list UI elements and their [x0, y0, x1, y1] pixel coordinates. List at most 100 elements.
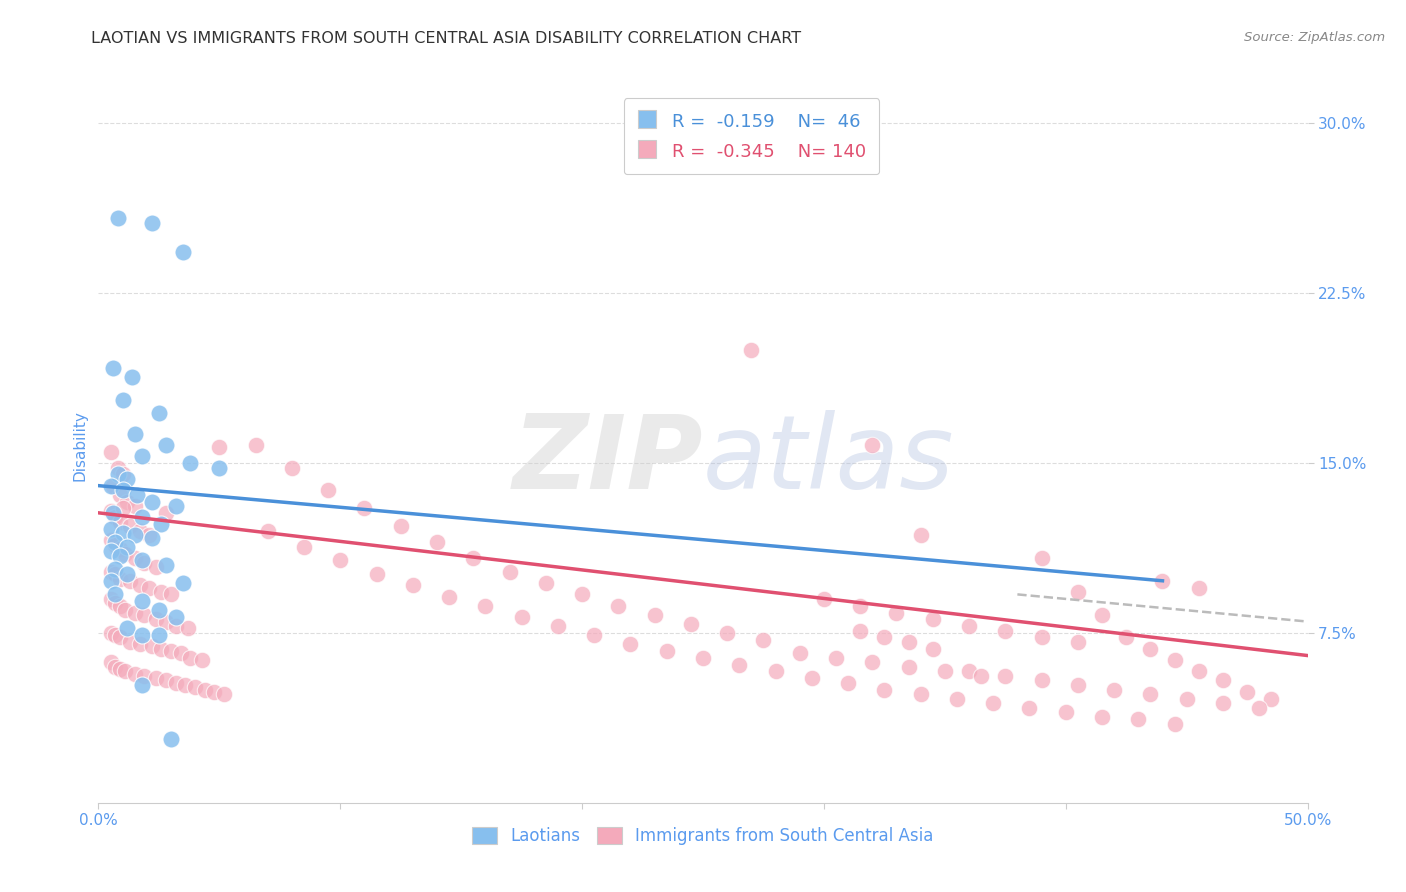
- Point: [111, 483, 134, 498]
- Point: [100, 522, 122, 536]
- Point: [329, 553, 352, 567]
- Point: [114, 665, 136, 679]
- Point: [155, 438, 177, 452]
- Point: [117, 621, 139, 635]
- Point: [177, 621, 200, 635]
- Point: [1067, 678, 1090, 692]
- Point: [765, 665, 787, 679]
- Point: [571, 587, 593, 601]
- Point: [155, 615, 177, 629]
- Point: [104, 628, 127, 642]
- Point: [114, 603, 136, 617]
- Point: [100, 626, 122, 640]
- Point: [921, 641, 943, 656]
- Point: [108, 488, 131, 502]
- Point: [100, 444, 122, 458]
- Point: [111, 467, 134, 482]
- Point: [111, 526, 134, 541]
- Point: [117, 494, 139, 508]
- Point: [679, 616, 702, 631]
- Point: [138, 528, 160, 542]
- Point: [131, 553, 153, 567]
- Point: [463, 551, 485, 566]
- Point: [124, 499, 146, 513]
- Point: [316, 483, 339, 498]
- Point: [1115, 631, 1137, 645]
- Point: [117, 566, 139, 581]
- Text: Source: ZipAtlas.com: Source: ZipAtlas.com: [1244, 31, 1385, 45]
- Point: [118, 574, 141, 588]
- Point: [128, 524, 150, 538]
- Point: [108, 542, 131, 557]
- Point: [124, 606, 146, 620]
- Point: [155, 558, 177, 572]
- Point: [118, 635, 141, 649]
- Point: [141, 494, 163, 508]
- Point: [100, 544, 122, 558]
- Point: [1260, 691, 1282, 706]
- Point: [1212, 673, 1234, 688]
- Point: [118, 519, 141, 533]
- Point: [292, 540, 315, 554]
- Point: [212, 687, 235, 701]
- Point: [134, 669, 156, 683]
- Point: [849, 599, 872, 613]
- Point: [825, 650, 848, 665]
- Point: [141, 640, 163, 654]
- Point: [124, 426, 146, 441]
- Point: [1212, 696, 1234, 710]
- Y-axis label: Disability: Disability: [72, 410, 87, 482]
- Point: [101, 506, 124, 520]
- Point: [101, 478, 124, 492]
- Point: [1128, 712, 1150, 726]
- Point: [100, 533, 122, 547]
- Point: [204, 685, 226, 699]
- Point: [194, 682, 217, 697]
- Point: [121, 370, 143, 384]
- Point: [150, 641, 173, 656]
- Point: [1102, 682, 1125, 697]
- Point: [619, 637, 641, 651]
- Point: [970, 669, 993, 683]
- Point: [165, 675, 187, 690]
- Point: [104, 597, 127, 611]
- Point: [1067, 585, 1090, 599]
- Point: [534, 576, 557, 591]
- Point: [910, 528, 932, 542]
- Point: [994, 624, 1017, 638]
- Point: [172, 245, 194, 260]
- Point: [957, 665, 980, 679]
- Point: [131, 628, 153, 642]
- Point: [191, 653, 214, 667]
- Point: [114, 547, 136, 561]
- Point: [474, 599, 496, 613]
- Point: [111, 392, 134, 407]
- Point: [179, 650, 201, 665]
- Point: [208, 440, 231, 454]
- Point: [800, 671, 823, 685]
- Point: [100, 565, 122, 579]
- Point: [607, 599, 630, 613]
- Point: [111, 501, 134, 516]
- Point: [104, 587, 127, 601]
- Point: [117, 472, 139, 486]
- Point: [148, 603, 170, 617]
- Point: [107, 467, 129, 482]
- Point: [148, 628, 170, 642]
- Point: [184, 680, 207, 694]
- Legend: Laotians, Immigrants from South Central Asia: Laotians, Immigrants from South Central …: [465, 820, 941, 852]
- Point: [100, 574, 122, 588]
- Point: [716, 626, 738, 640]
- Point: [165, 610, 187, 624]
- Point: [510, 610, 533, 624]
- Point: [108, 599, 131, 613]
- Point: [740, 343, 762, 357]
- Point: [117, 540, 139, 554]
- Point: [208, 460, 231, 475]
- Point: [873, 682, 896, 697]
- Point: [389, 519, 412, 533]
- Point: [1249, 700, 1271, 714]
- Point: [100, 503, 122, 517]
- Point: [837, 675, 859, 690]
- Point: [1188, 581, 1211, 595]
